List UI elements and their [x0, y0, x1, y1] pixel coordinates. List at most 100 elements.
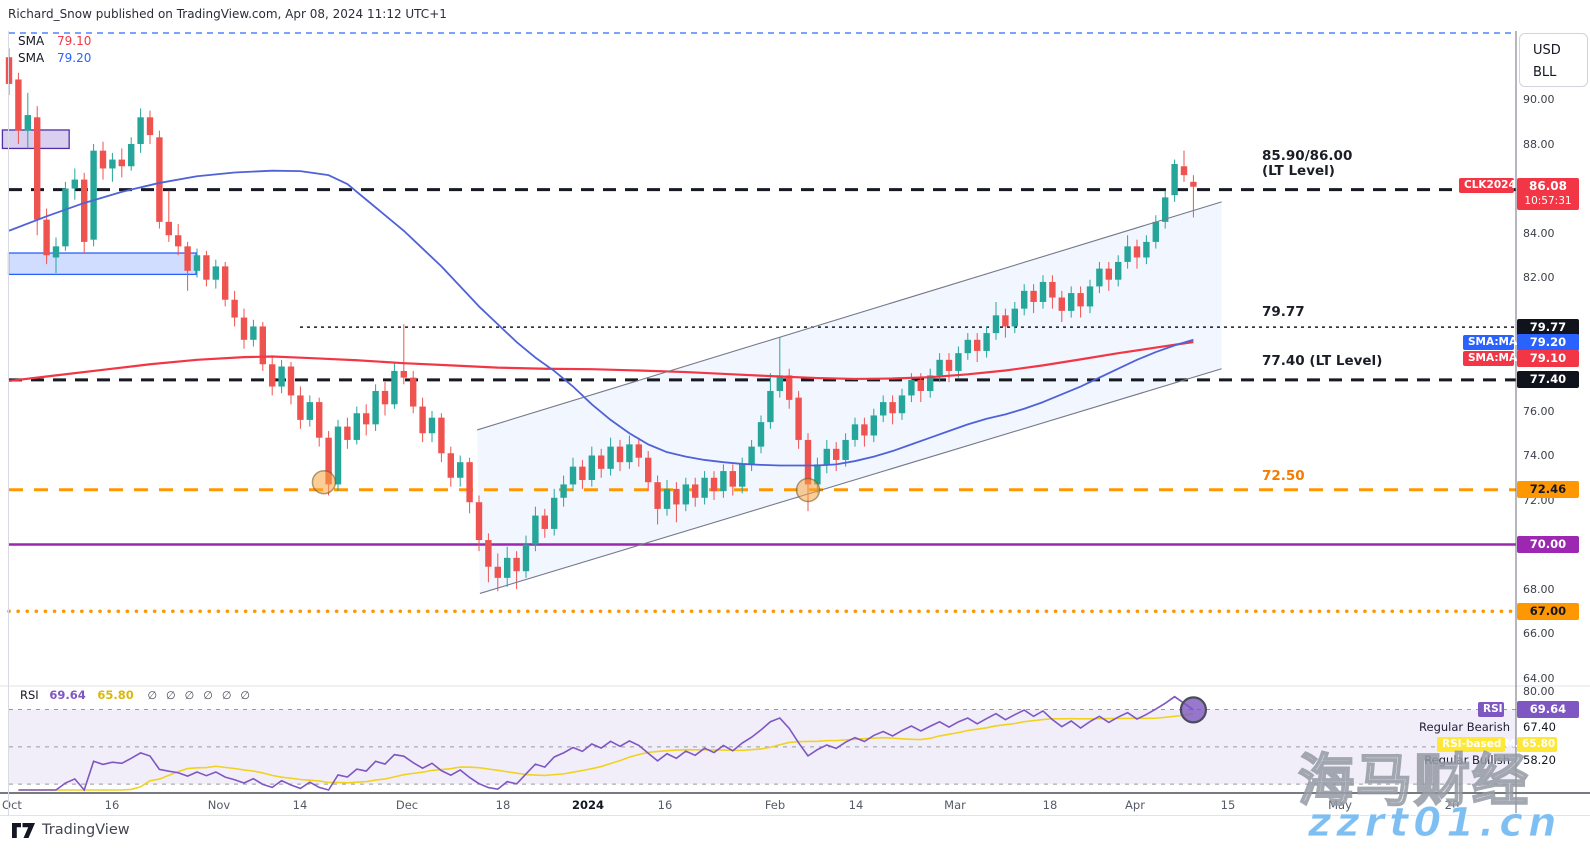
price-tick-66.00: 66.00 [1523, 627, 1555, 640]
sma2-label: SMA [18, 51, 45, 65]
annotation-86-level: 85.90/86.00 (LT Level) [1262, 148, 1353, 179]
rsi-empty-value: ∅ [203, 689, 213, 702]
sma-slow-line[interactable] [8, 169, 1194, 467]
candle [156, 137, 163, 222]
candle [184, 246, 191, 271]
regular-bearish-label: Regular Bearish [1417, 720, 1512, 734]
candle [955, 353, 962, 371]
rsi-value: 69.64 [49, 688, 86, 702]
candle [240, 317, 248, 340]
candle [588, 455, 595, 480]
candle [541, 515, 548, 529]
candle [1190, 181, 1197, 187]
rsi-empty-value: ∅ [184, 689, 195, 702]
candle [1162, 197, 1169, 222]
candle [410, 377, 417, 407]
rsi-empty-value: ∅ [221, 689, 232, 702]
candle [917, 379, 924, 391]
rsi-ma-line[interactable] [18, 713, 1194, 791]
candle [654, 482, 661, 509]
candle [297, 395, 304, 420]
candle [522, 544, 530, 572]
candle [927, 375, 934, 391]
candle [1049, 281, 1056, 298]
candle [616, 446, 624, 463]
price-badge-sma-fast: 79.10 [1517, 350, 1579, 367]
time-label-18: 18 [495, 798, 511, 812]
trend-channel-fill[interactable] [477, 201, 1222, 594]
candle [1171, 164, 1178, 196]
time-label-May: May [1328, 798, 1352, 812]
candle [1180, 166, 1188, 176]
candle [287, 366, 295, 396]
unit-selector[interactable]: USD BLL [1519, 33, 1588, 87]
candle [43, 219, 50, 256]
candle [428, 417, 436, 434]
sma1-label: SMA [18, 34, 45, 48]
candle [1030, 290, 1037, 302]
candle [1077, 293, 1084, 307]
candle [212, 266, 219, 280]
candle [438, 417, 445, 454]
candle [193, 255, 201, 271]
sma-fast-line[interactable] [8, 340, 1194, 383]
sma-legend-row-2[interactable]: SMA 79.20 [18, 51, 91, 65]
candle [316, 402, 323, 438]
candle [447, 453, 454, 478]
candle [466, 462, 473, 503]
highlight-circle[interactable] [311, 469, 337, 495]
last-price-badge: 86.08 10:57:31 [1517, 178, 1579, 210]
rsi-legend-row[interactable]: RSI 69.64 65.80 ∅ ∅ ∅ ∅ ∅ ∅ [20, 688, 259, 702]
price-badge-7740: 77.40 [1517, 371, 1579, 388]
candle [353, 413, 360, 440]
candle [908, 379, 915, 396]
countdown-timer: 10:57:31 [1524, 195, 1572, 207]
candle [1086, 286, 1094, 307]
tradingview-logo-icon [12, 822, 35, 838]
price-tick-88.00: 88.00 [1523, 137, 1555, 151]
rsi-empty-value: ∅ [240, 689, 250, 702]
candle [861, 424, 868, 436]
time-label-20: 20 [1444, 798, 1460, 812]
channel-lower-line[interactable] [479, 368, 1222, 594]
candle [673, 488, 680, 505]
candle [757, 422, 765, 447]
candle [532, 515, 539, 545]
candle [663, 488, 671, 509]
sma-legend-row-1[interactable]: SMA 79.10 [18, 34, 91, 48]
price-badge-7977: 79.77 [1517, 319, 1579, 336]
price-tick-82.00: 82.00 [1523, 271, 1555, 284]
candle [786, 375, 793, 400]
channel-upper-line[interactable] [476, 201, 1222, 431]
demand-zone[interactable] [7, 252, 197, 276]
candle [776, 375, 783, 391]
unit-bll: BLL [1533, 65, 1557, 80]
candle [1133, 246, 1141, 258]
candle [880, 402, 887, 416]
candle [90, 150, 97, 240]
time-label-Nov: Nov [207, 798, 231, 812]
candle [889, 402, 896, 414]
tradingview-logo-text: TradingView [42, 822, 130, 838]
candle [231, 299, 238, 318]
tradingview-logo[interactable]: TradingView [12, 822, 130, 838]
time-label-15: 15 [1220, 798, 1236, 812]
sma1-value: 79.10 [57, 34, 92, 48]
time-label-Dec: Dec [395, 798, 419, 812]
candle [71, 179, 78, 189]
candle [823, 448, 830, 465]
time-label-Oct: Oct [2, 798, 22, 812]
rsi-line[interactable] [18, 695, 1194, 792]
candle [851, 424, 859, 440]
candle [1058, 297, 1065, 311]
price-badge-7246: 72.46 [1517, 481, 1579, 498]
price-tick-74.00: 74.00 [1523, 449, 1555, 462]
rsi-highlight-circle[interactable] [1179, 696, 1208, 724]
price-badge-sma-slow: 79.20 [1517, 334, 1579, 351]
candle [137, 117, 144, 144]
watermark-cn: 海马财经 [1297, 748, 1530, 815]
candle [1039, 281, 1047, 302]
highlight-circle[interactable] [795, 477, 821, 503]
